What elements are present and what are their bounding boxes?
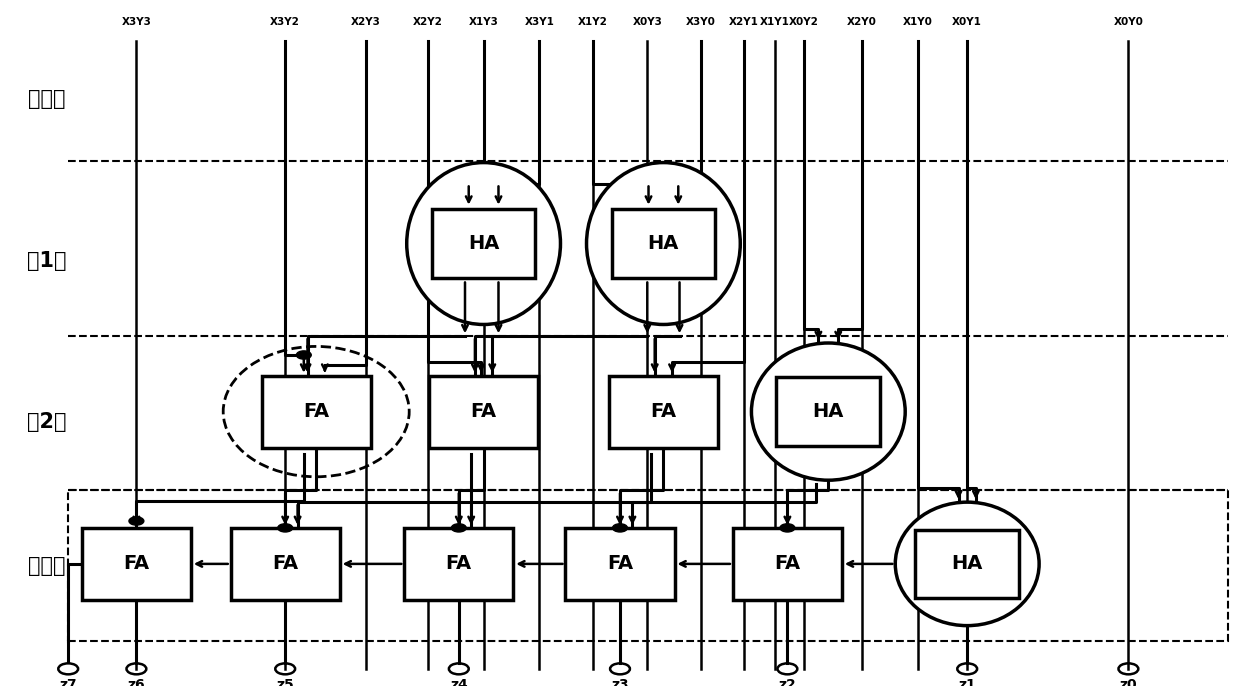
Ellipse shape [895, 502, 1039, 626]
Text: z6: z6 [128, 678, 145, 686]
FancyBboxPatch shape [82, 528, 191, 600]
Text: X2Y2: X2Y2 [413, 17, 443, 27]
Text: HA: HA [467, 234, 500, 253]
FancyBboxPatch shape [609, 376, 718, 447]
Text: HA: HA [812, 402, 844, 421]
FancyBboxPatch shape [611, 209, 715, 278]
Text: FA: FA [470, 402, 497, 421]
Circle shape [451, 524, 466, 532]
Circle shape [780, 524, 795, 532]
Text: X3Y0: X3Y0 [686, 17, 715, 27]
Text: FA: FA [445, 554, 472, 573]
Text: z4: z4 [450, 678, 467, 686]
FancyBboxPatch shape [231, 528, 340, 600]
Text: z3: z3 [611, 678, 629, 686]
Text: HA: HA [951, 554, 983, 573]
Text: X3Y1: X3Y1 [525, 17, 554, 27]
Circle shape [613, 524, 627, 532]
Text: FA: FA [272, 554, 299, 573]
Text: X1Y1: X1Y1 [760, 17, 790, 27]
Text: 部分积: 部分积 [29, 89, 66, 110]
Text: X0Y0: X0Y0 [1114, 17, 1143, 27]
Text: FA: FA [650, 402, 677, 421]
Text: X0Y2: X0Y2 [789, 17, 818, 27]
Text: FA: FA [774, 554, 801, 573]
FancyBboxPatch shape [565, 528, 675, 600]
Text: X0Y1: X0Y1 [952, 17, 982, 27]
FancyBboxPatch shape [733, 528, 842, 600]
Text: 第1级: 第1级 [27, 250, 67, 271]
Text: X3Y3: X3Y3 [122, 17, 151, 27]
Text: FA: FA [606, 554, 634, 573]
Text: X1Y0: X1Y0 [903, 17, 932, 27]
Text: z5: z5 [277, 678, 294, 686]
FancyBboxPatch shape [262, 376, 371, 447]
Ellipse shape [407, 163, 560, 324]
Ellipse shape [751, 343, 905, 480]
FancyBboxPatch shape [404, 528, 513, 600]
Text: X1Y3: X1Y3 [469, 17, 498, 27]
Circle shape [296, 351, 311, 359]
Text: HA: HA [647, 234, 680, 253]
Text: X3Y2: X3Y2 [270, 17, 300, 27]
FancyBboxPatch shape [915, 530, 1019, 598]
Text: z2: z2 [779, 678, 796, 686]
FancyBboxPatch shape [429, 376, 538, 447]
Text: FA: FA [123, 554, 150, 573]
Text: X2Y0: X2Y0 [847, 17, 877, 27]
Circle shape [278, 524, 293, 532]
Text: X2Y1: X2Y1 [729, 17, 759, 27]
Text: X0Y3: X0Y3 [632, 17, 662, 27]
Text: FA: FA [303, 402, 330, 421]
Text: 第2级: 第2级 [27, 412, 67, 432]
Ellipse shape [587, 163, 740, 324]
FancyBboxPatch shape [432, 209, 536, 278]
Text: z7: z7 [60, 678, 77, 686]
FancyBboxPatch shape [776, 377, 880, 446]
Circle shape [129, 517, 144, 525]
Text: 输出级: 输出级 [29, 556, 66, 576]
Text: z1: z1 [959, 678, 976, 686]
Text: X1Y2: X1Y2 [578, 17, 608, 27]
Text: z0: z0 [1120, 678, 1137, 686]
Text: X2Y3: X2Y3 [351, 17, 381, 27]
